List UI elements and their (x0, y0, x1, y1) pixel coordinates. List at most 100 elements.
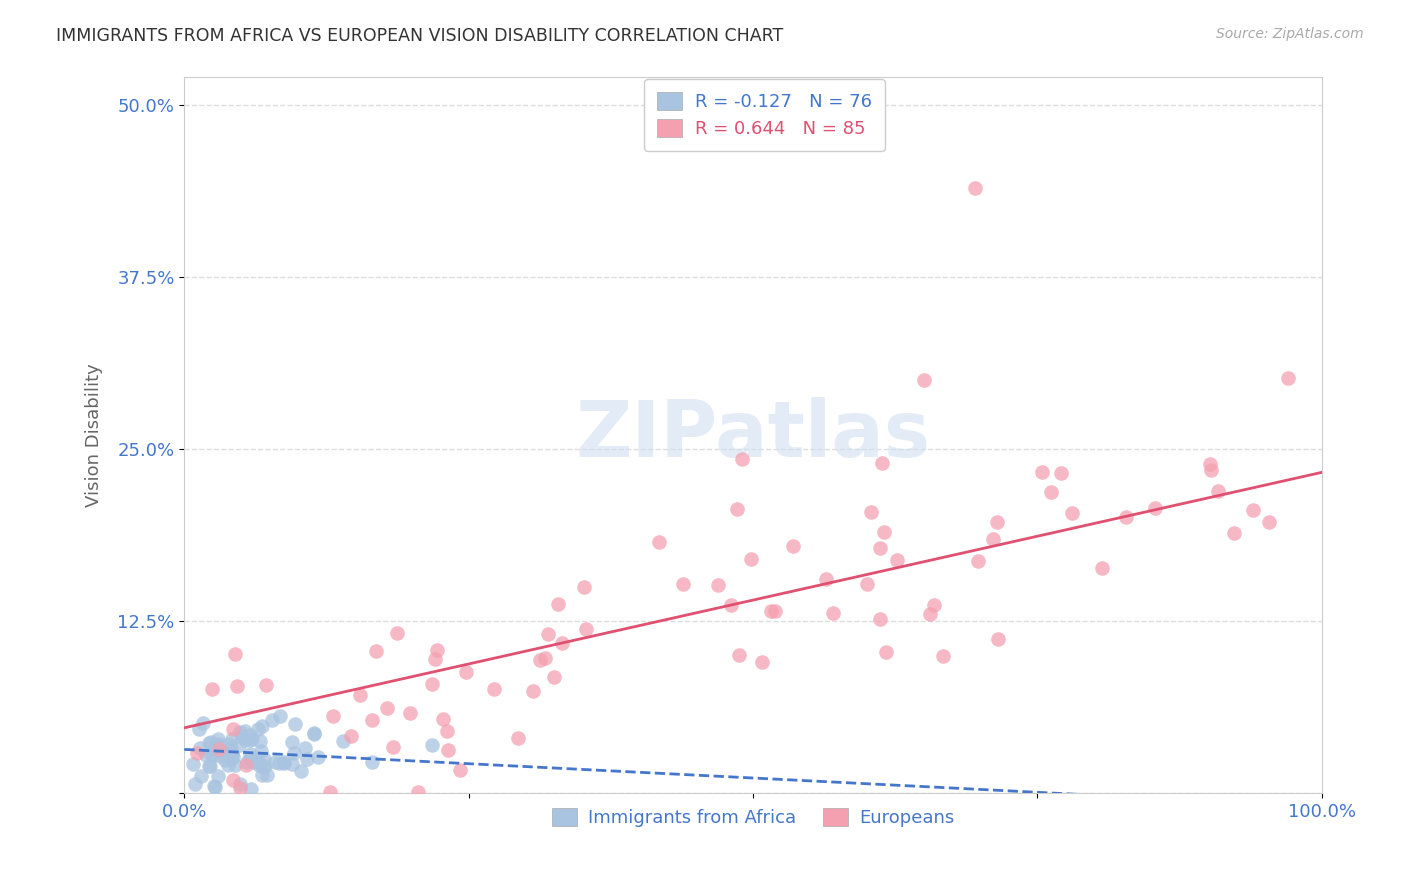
Point (322, 709, 344, 723)
Point (201, 681, 224, 696)
Point (1277, 371, 1299, 385)
Point (264, 756, 287, 770)
Point (202, 779, 225, 793)
Point (966, 554, 988, 568)
Point (361, 714, 384, 728)
Point (385, 625, 408, 640)
Point (217, 757, 239, 772)
Point (823, 606, 845, 620)
Point (375, 701, 398, 715)
Point (302, 726, 325, 740)
Point (250, 768, 273, 782)
Point (449, 763, 471, 777)
Point (235, 757, 257, 772)
Point (319, 785, 342, 799)
Point (1091, 561, 1114, 575)
Point (332, 734, 354, 748)
Point (875, 645, 897, 659)
Point (725, 501, 748, 516)
Point (763, 604, 786, 618)
Point (522, 684, 544, 698)
Point (1031, 465, 1053, 479)
Text: ZIPatlas: ZIPatlas (575, 398, 931, 474)
Point (420, 677, 443, 691)
Point (297, 751, 319, 765)
Point (184, 777, 207, 791)
Point (759, 604, 782, 618)
Point (188, 722, 211, 736)
Point (963, 180, 986, 194)
Point (307, 750, 329, 764)
Point (349, 688, 371, 702)
Point (1050, 466, 1073, 480)
Point (423, 652, 446, 666)
Point (731, 451, 754, 466)
Point (869, 612, 891, 626)
Point (856, 577, 879, 591)
Point (207, 731, 229, 746)
Point (249, 733, 271, 747)
Point (1199, 457, 1222, 471)
Point (239, 752, 262, 766)
Point (456, 665, 478, 679)
Point (873, 524, 896, 539)
Point (814, 572, 837, 586)
Point (782, 540, 804, 554)
Point (221, 747, 243, 761)
Point (720, 598, 742, 612)
Point (543, 670, 565, 684)
Point (1241, 503, 1264, 517)
Point (426, 643, 449, 657)
Point (869, 541, 891, 556)
Text: Source: ZipAtlas.com: Source: ZipAtlas.com (1216, 27, 1364, 41)
Point (267, 756, 290, 770)
Point (222, 773, 245, 788)
Point (1115, 509, 1137, 524)
Point (529, 652, 551, 666)
Point (190, 769, 212, 783)
Point (200, 735, 222, 749)
Point (1199, 462, 1222, 476)
Point (575, 622, 598, 636)
Point (728, 648, 751, 663)
Point (1206, 484, 1229, 499)
Point (432, 712, 454, 726)
Point (240, 732, 263, 747)
Point (437, 743, 460, 757)
Point (740, 551, 762, 566)
Point (202, 747, 225, 762)
Point (229, 777, 252, 791)
Point (987, 632, 1010, 646)
Point (221, 731, 243, 746)
Point (208, 742, 231, 756)
Point (181, 757, 204, 772)
Point (229, 725, 252, 739)
Point (859, 505, 882, 519)
Legend: Immigrants from Africa, Europeans: Immigrants from Africa, Europeans (544, 801, 962, 834)
Point (537, 626, 560, 640)
Point (194, 747, 217, 762)
Point (250, 743, 273, 757)
Point (239, 747, 262, 761)
Point (406, 785, 429, 799)
Point (262, 713, 284, 727)
Point (247, 755, 270, 769)
Point (222, 749, 245, 764)
Point (506, 731, 529, 745)
Point (648, 535, 671, 549)
Point (252, 759, 274, 773)
Point (254, 759, 277, 773)
Point (482, 681, 505, 696)
Point (751, 655, 773, 669)
Point (233, 732, 256, 747)
Point (239, 733, 262, 747)
Point (886, 553, 908, 567)
Point (399, 706, 422, 720)
Point (420, 738, 443, 752)
Point (281, 756, 304, 771)
Point (360, 755, 382, 769)
Point (224, 648, 246, 662)
Point (1143, 501, 1166, 516)
Point (209, 749, 232, 764)
Point (254, 678, 277, 692)
